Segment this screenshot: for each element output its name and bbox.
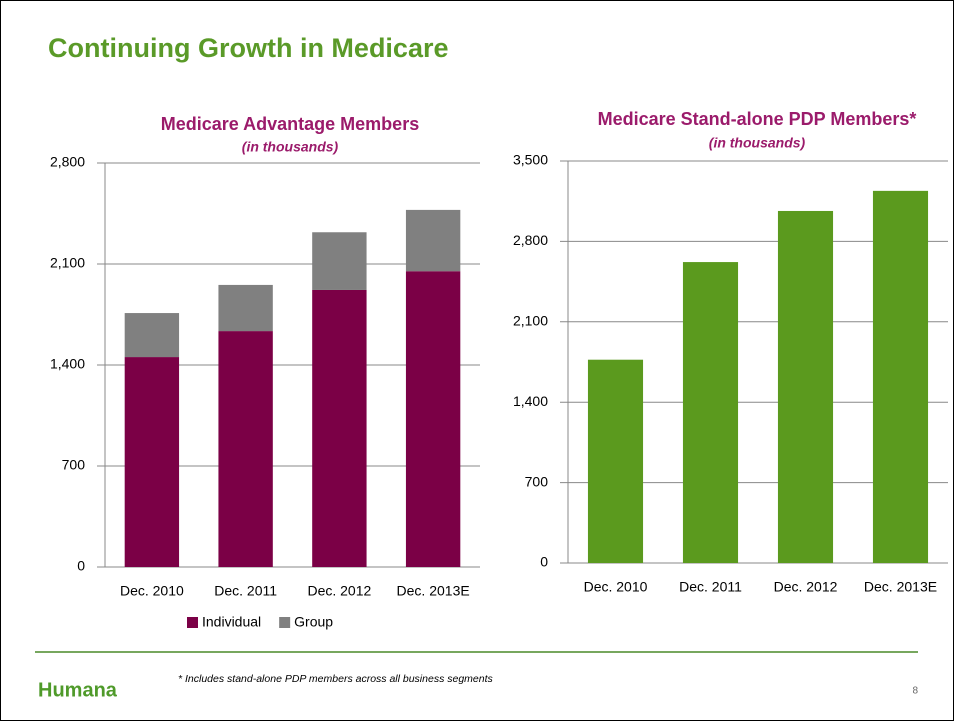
legend-swatch: [279, 617, 291, 628]
bar-segment: [312, 289, 367, 567]
bar-segment: [218, 331, 273, 567]
logo: Humana: [38, 679, 118, 701]
legend-label: Individual: [202, 614, 261, 630]
y-tick-label: 0: [540, 554, 548, 570]
x-tick-label: Dec. 2013E: [864, 579, 937, 595]
x-tick-label: Dec. 2012: [307, 583, 371, 599]
chart-title: Medicare Advantage Members: [161, 114, 419, 134]
slide-title: Continuing Growth in Medicare: [48, 33, 449, 63]
y-tick-label: 700: [525, 473, 549, 489]
y-tick-label: 2,800: [513, 232, 548, 248]
x-tick-label: Dec. 2010: [584, 579, 648, 595]
x-tick-label: Dec. 2013E: [397, 583, 470, 599]
x-tick-label: Dec. 2012: [774, 579, 838, 595]
chart-subtitle: (in thousands): [709, 135, 806, 151]
y-tick-label: 2,800: [50, 154, 85, 170]
bar: [872, 190, 929, 563]
y-tick-label: 0: [77, 558, 85, 574]
y-tick-label: 2,100: [513, 313, 548, 329]
bar: [587, 359, 644, 563]
x-tick-label: Dec. 2010: [120, 583, 184, 599]
bar-segment: [124, 313, 180, 358]
legend-swatch: [187, 617, 198, 628]
x-tick-label: Dec. 2011: [214, 583, 277, 599]
chart-subtitle: (in thousands): [242, 139, 339, 155]
bar: [682, 262, 739, 563]
y-tick-label: 3,500: [513, 152, 548, 168]
bar-segment: [218, 284, 273, 332]
bar-segment: [405, 209, 461, 272]
bar: [777, 210, 834, 563]
footnote: * Includes stand-alone PDP members acros…: [178, 673, 494, 685]
bar-segment: [124, 357, 180, 567]
y-tick-label: 1,400: [513, 393, 548, 409]
y-tick-label: 700: [62, 457, 86, 473]
chart-title: Medicare Stand-alone PDP Members*: [598, 109, 917, 129]
y-tick-label: 2,100: [50, 255, 85, 271]
bar-segment: [312, 232, 367, 290]
bar-segment: [405, 271, 461, 567]
page-number: 8: [912, 686, 918, 697]
y-tick-label: 1,400: [50, 356, 85, 372]
x-tick-label: Dec. 2011: [679, 579, 742, 595]
legend-label: Group: [294, 614, 333, 630]
